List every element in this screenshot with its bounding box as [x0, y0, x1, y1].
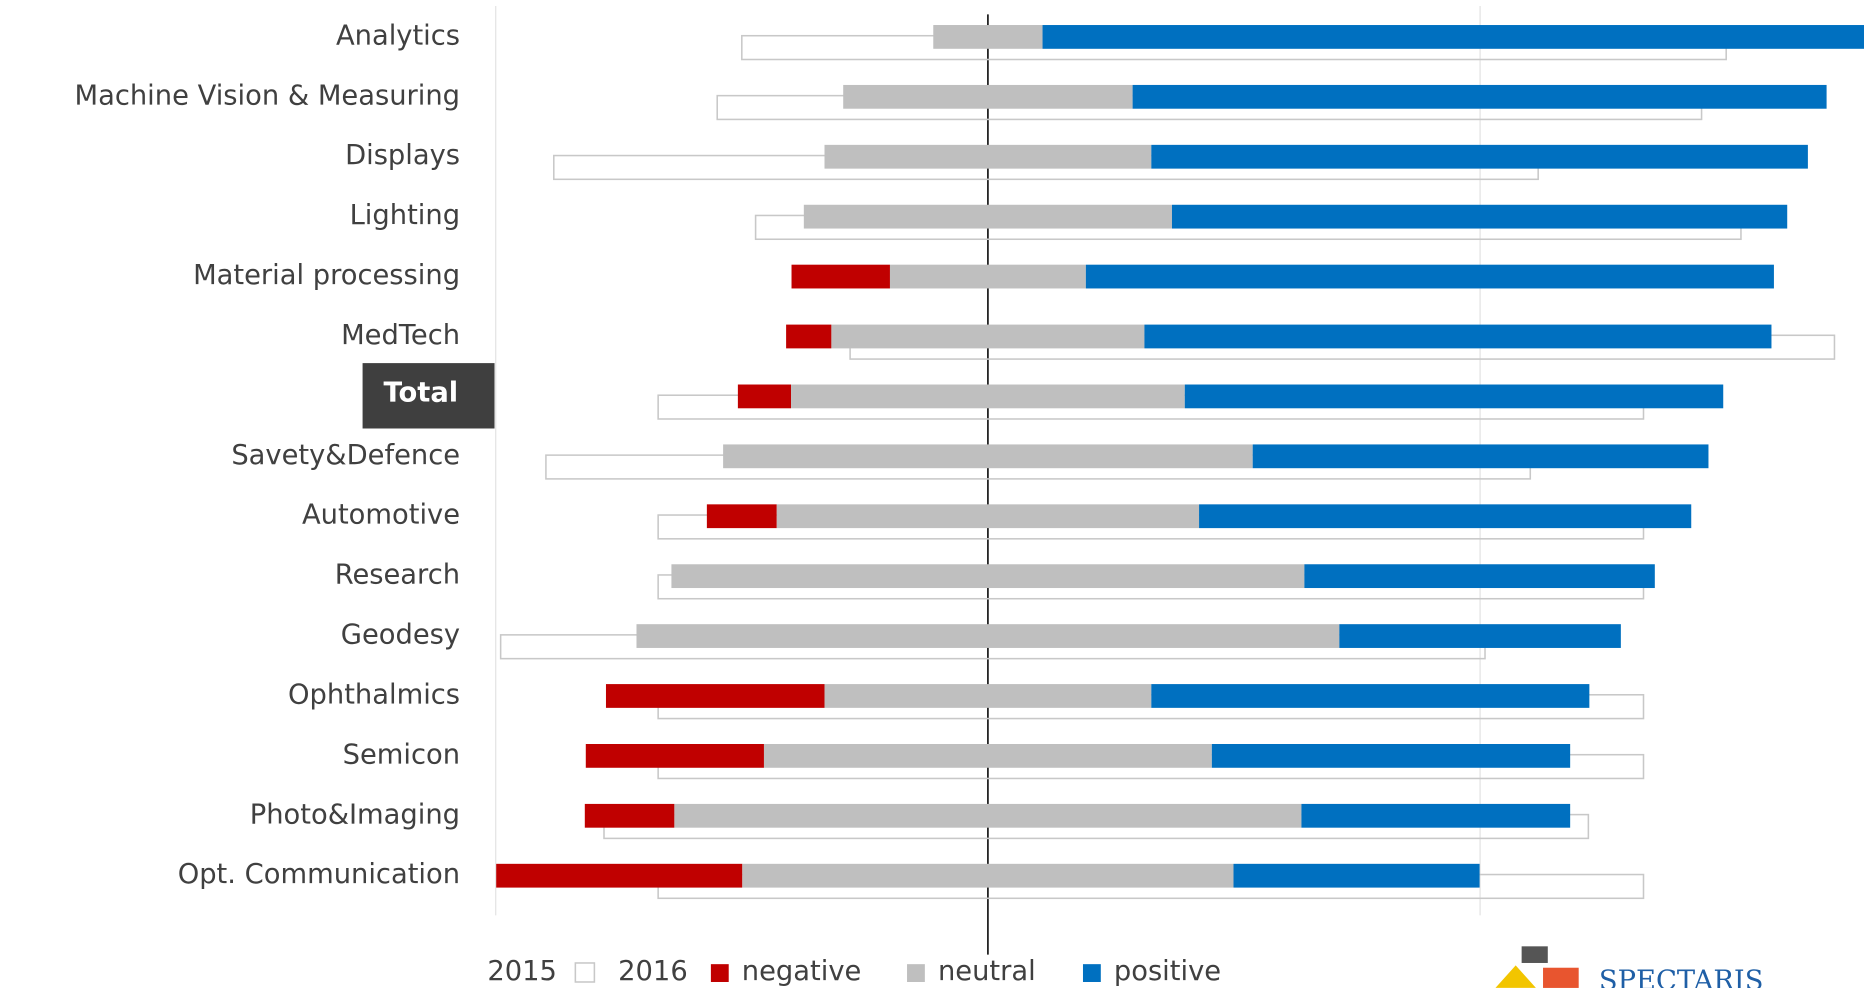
positive-bar: [1151, 144, 1808, 169]
logo-icon: [1521, 946, 1548, 963]
negative-bar: [584, 803, 675, 828]
neutral-bar: [824, 684, 1152, 708]
positive-bar: [1085, 264, 1774, 289]
legend-swatch: [907, 964, 925, 982]
category-label: MedTech: [341, 320, 460, 351]
category-label: Material processing: [193, 260, 460, 291]
positive-bar: [1151, 684, 1590, 708]
neutral-bar: [723, 444, 1253, 469]
positive-bar: [1184, 384, 1724, 409]
neutral-bar: [742, 863, 1234, 888]
plot-area: [496, 25, 1864, 900]
neutral-bar: [831, 324, 1145, 349]
negative-bar: [605, 684, 825, 708]
neutral-bar: [671, 564, 1305, 589]
legend-label: neutral: [938, 956, 1036, 987]
positive-bar: [1199, 504, 1692, 529]
positive-bar: [1144, 324, 1772, 349]
positive-bar: [1301, 803, 1571, 828]
logo: SPECTARIS: [1495, 946, 1764, 992]
negative-bar: [737, 384, 792, 409]
label-highlight: [362, 363, 495, 429]
neutral-bar: [843, 84, 1133, 109]
category-label: Research: [335, 560, 460, 591]
legend-label: 2015: [487, 956, 557, 987]
positive-bar: [1211, 743, 1571, 768]
legend-swatch: [574, 962, 596, 983]
category-label: Opt. Communication: [178, 859, 460, 890]
negative-bar: [585, 743, 764, 768]
category-label: Savety&Defence: [231, 440, 460, 471]
legend-swatch: [710, 964, 729, 982]
labels: Analytics Machine Vision & Measuring Displ…: [75, 20, 495, 890]
positive-bar: [1252, 444, 1709, 469]
neutral-bar: [824, 144, 1152, 169]
logo-text: SPECTARIS: [1599, 965, 1764, 988]
logo-icon: [1543, 967, 1579, 988]
negative-bar: [706, 504, 777, 529]
category-label: Analytics: [336, 20, 460, 51]
neutral-bar: [803, 204, 1172, 229]
category-label: Semicon: [343, 739, 460, 770]
neutral-bar: [933, 25, 1043, 49]
neutral-bar: [636, 624, 1340, 648]
category-label: Photo&Imaging: [250, 799, 460, 830]
positive-bar: [1171, 204, 1788, 229]
negative-bar: [496, 863, 743, 888]
legend-swatch: [1082, 964, 1101, 982]
legend-label: negative: [742, 956, 862, 987]
neutral-bar: [791, 384, 1185, 409]
category-label: Machine Vision & Measuring: [75, 80, 461, 111]
category-label: Lighting: [350, 200, 460, 231]
neutral-bar: [776, 504, 1200, 529]
neutral-bar: [674, 803, 1302, 828]
legend: 2015 2016 negative neutral positive: [487, 956, 1221, 987]
positive-bar: [1233, 863, 1480, 888]
negative-bar: [791, 264, 890, 289]
negative-bar: [786, 324, 832, 349]
positive-bar: [1042, 25, 1864, 49]
positive-bar: [1339, 624, 1621, 648]
legend-label: 2016: [618, 956, 688, 987]
category-label: Geodesy: [341, 620, 460, 651]
legend-label: positive: [1114, 956, 1221, 987]
neutral-bar: [889, 264, 1086, 289]
category-label: Total: [383, 378, 458, 409]
positive-bar: [1132, 84, 1827, 109]
logo-icon: [1495, 965, 1536, 988]
neutral-bar: [763, 743, 1212, 768]
category-label: Ophthalmics: [288, 679, 460, 710]
category-label: Automotive: [302, 500, 460, 531]
category-label: Displays: [345, 140, 460, 171]
positive-bar: [1304, 564, 1655, 589]
